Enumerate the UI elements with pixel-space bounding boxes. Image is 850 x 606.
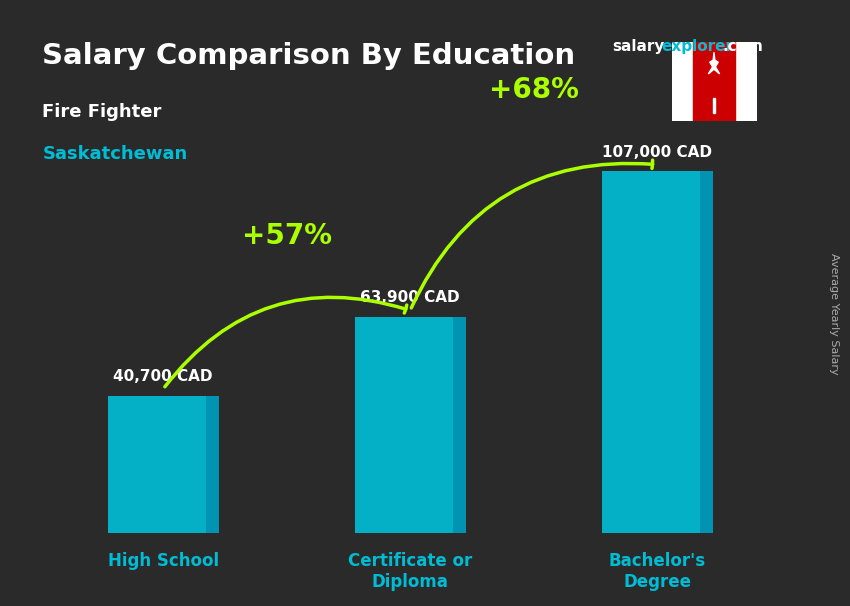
Text: Saskatchewan: Saskatchewan	[42, 145, 188, 164]
Text: 40,700 CAD: 40,700 CAD	[113, 369, 212, 384]
Text: +68%: +68%	[489, 76, 579, 104]
Text: 63,900 CAD: 63,900 CAD	[360, 290, 460, 305]
Text: .com: .com	[722, 39, 763, 55]
Bar	[735, 42, 756, 121]
Text: 107,000 CAD: 107,000 CAD	[602, 145, 712, 159]
Bar	[452, 317, 466, 533]
Polygon shape	[708, 52, 720, 74]
Bar	[108, 396, 218, 533]
Bar	[354, 317, 466, 533]
Text: Fire Fighter: Fire Fighter	[42, 103, 162, 121]
Text: Average Yearly Salary: Average Yearly Salary	[829, 253, 839, 375]
Text: salary: salary	[612, 39, 665, 55]
Bar	[206, 396, 219, 533]
Text: explorer: explorer	[661, 39, 734, 55]
Text: +57%: +57%	[241, 222, 332, 250]
Bar	[700, 171, 713, 533]
Bar	[693, 42, 735, 121]
Bar	[713, 98, 715, 113]
Bar	[672, 42, 693, 121]
Text: Salary Comparison By Education: Salary Comparison By Education	[42, 42, 575, 70]
Bar	[602, 171, 712, 533]
